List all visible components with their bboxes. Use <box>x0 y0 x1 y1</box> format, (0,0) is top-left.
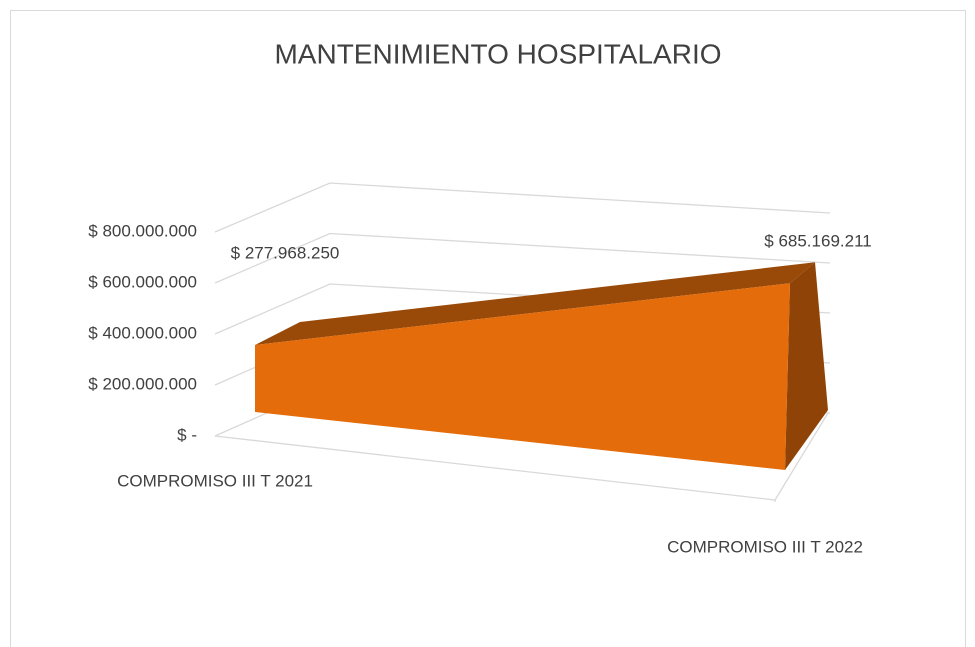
grid-line <box>214 182 831 233</box>
y-tick-label: $ 200.000.000 <box>88 374 197 393</box>
y-tick-label: $ 400.000.000 <box>88 323 197 342</box>
grid-line <box>214 232 831 284</box>
chart-title: MANTENIMIENTO HOSPITALARIO <box>274 38 721 69</box>
y-tick-label: $ 600.000.000 <box>88 272 197 291</box>
y-tick-label: $ 800.000.000 <box>88 221 197 240</box>
x-tick-label: COMPROMISO III T 2021 <box>117 471 313 490</box>
area <box>255 283 790 470</box>
area-top <box>255 262 815 345</box>
data-label: $ 685.169.211 <box>764 231 871 250</box>
x-tick-label: COMPROMISO III T 2022 <box>667 537 863 556</box>
data-label: $ 277.968.250 <box>231 243 340 262</box>
area-side <box>785 262 828 470</box>
y-tick-label: $ - <box>177 425 197 444</box>
